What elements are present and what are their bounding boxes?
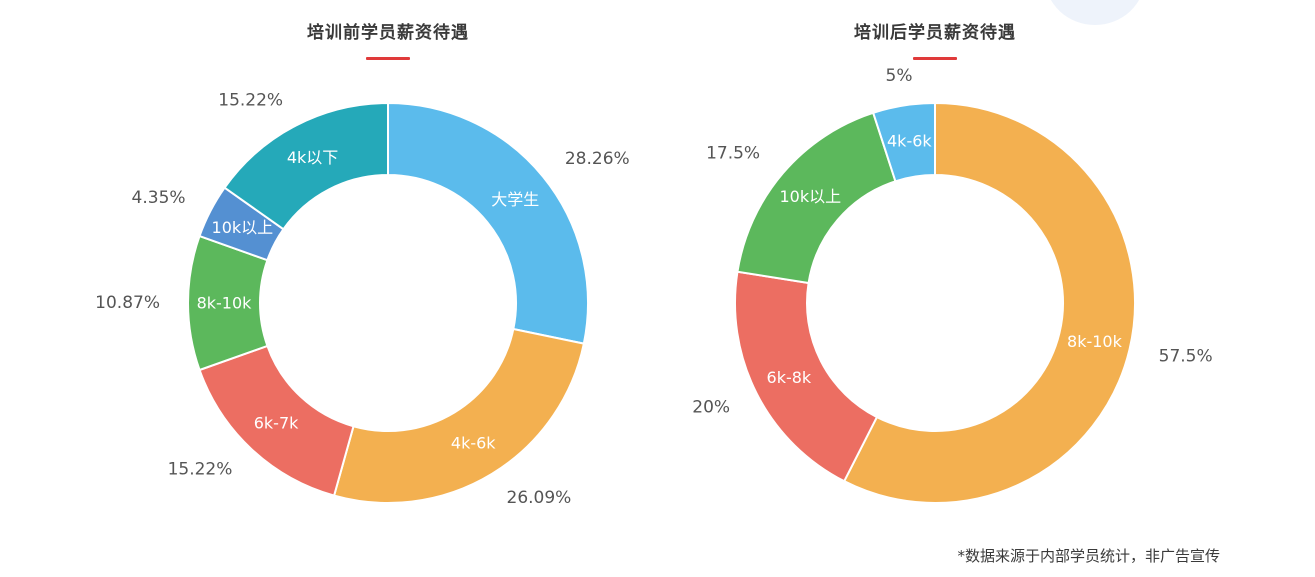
before-slice-label-2: 6k-7k [254, 413, 299, 432]
before-slice-1 [332, 327, 586, 504]
after-slice-value-1: 20% [692, 397, 730, 417]
before-slice-label-1: 4k-6k [451, 434, 496, 453]
before-slice-value-1: 26.09% [507, 488, 572, 508]
after-slice-value-3: 5% [886, 66, 913, 86]
after-slice-value-2: 17.5% [706, 144, 760, 164]
data-source-footnote: *数据来源于内部学员统计，非广告宣传 [957, 547, 1220, 565]
after-slice-0 [842, 101, 1136, 504]
chart-title-after-underline [913, 57, 957, 60]
chart-title-before-underline [366, 57, 410, 60]
chart-title-before: 培训前学员薪资待遇 [307, 23, 469, 43]
before-slice-label-5: 4k以下 [287, 148, 338, 167]
before-slice-value-4: 4.35% [132, 188, 186, 208]
before-slice-5 [223, 101, 389, 231]
before-slice-value-0: 28.26% [565, 149, 630, 169]
before-slice-value-2: 15.22% [168, 460, 233, 480]
before-slice-value-3: 10.87% [95, 293, 160, 313]
after-slice-3 [871, 101, 936, 183]
before-slice-label-4: 10k以上 [212, 218, 274, 237]
after-slice-label-1: 6k-8k [767, 368, 812, 387]
before-slice-0 [387, 101, 589, 345]
before-slice-label-3: 8k-10k [197, 294, 253, 313]
after-slice-label-2: 10k以上 [779, 187, 841, 206]
chart-title-after: 培训后学员薪资待遇 [854, 23, 1016, 43]
before-slice-value-5: 15.22% [218, 91, 283, 111]
after-slice-label-3: 4k-6k [887, 132, 932, 151]
before-slice-label-0: 大学生 [491, 190, 539, 209]
after-slice-label-0: 8k-10k [1067, 332, 1123, 351]
after-slice-value-0: 57.5% [1159, 347, 1213, 367]
donut-chart-before: 大学生 28.26% 4k-6k 26.09% 6k-7k 15.22% 8k-10k 10.… [95, 91, 630, 508]
donut-chart-after: 8k-10k 57.5% 6k-8k 20% 10k以上 17.5% 4k-6k 5% [692, 66, 1213, 504]
